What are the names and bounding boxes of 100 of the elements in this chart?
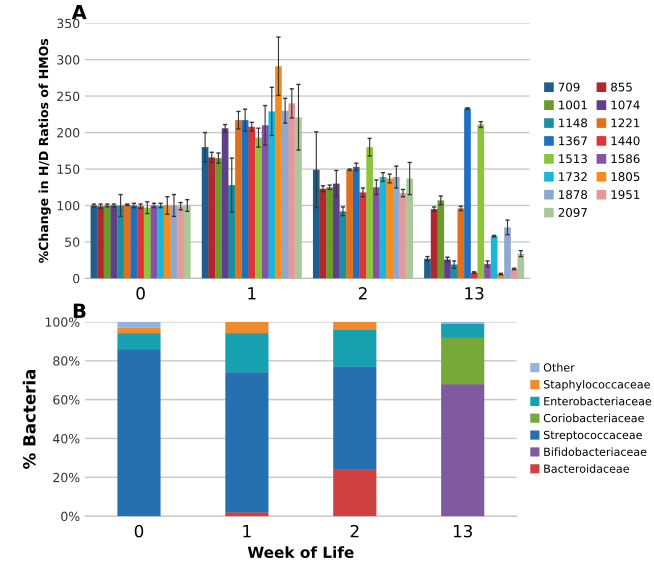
x-tick-label: 0	[136, 287, 145, 300]
bar	[372, 187, 380, 278]
bar	[288, 103, 296, 278]
bar	[225, 322, 268, 334]
bar	[360, 192, 366, 278]
legend-label: Enterobacteriaceae	[544, 396, 652, 406]
bar	[157, 205, 164, 278]
bar	[326, 187, 333, 278]
x-tick-label: 13	[465, 287, 484, 300]
bar	[150, 205, 158, 278]
x-tick-label: 1	[243, 525, 251, 538]
bar	[248, 126, 256, 278]
bar	[424, 258, 431, 278]
legend-label: 709	[558, 82, 580, 92]
bar	[208, 157, 216, 278]
legend-label: 1513	[559, 154, 587, 164]
x-tick-label: 2	[350, 524, 358, 538]
bar	[333, 322, 376, 330]
bar	[242, 120, 248, 278]
legend-label: Other	[544, 363, 575, 372]
y-tick-label: 0	[73, 274, 80, 284]
legend-label: 1732	[559, 172, 587, 182]
bar	[457, 208, 464, 278]
bar	[177, 206, 184, 278]
x-tick-label: 2	[358, 287, 367, 300]
bar	[333, 470, 376, 516]
bar	[235, 120, 242, 278]
bar	[333, 366, 376, 470]
bar	[262, 125, 268, 278]
bar	[124, 204, 131, 278]
legend-label: 1074	[612, 100, 640, 110]
legend-label: Bifidobacteriaceae	[544, 447, 646, 456]
bar	[437, 200, 444, 278]
bar	[320, 188, 326, 278]
legend-label: 2097	[558, 208, 587, 217]
y-tick-label: 100	[58, 200, 80, 210]
y-tick-label: 0%	[61, 512, 80, 522]
bar	[184, 205, 191, 278]
bar	[441, 337, 484, 384]
y-tick-label: 300	[57, 55, 80, 65]
x-tick-label: 13	[454, 524, 472, 538]
bar	[117, 328, 161, 334]
legend-label: 1805	[612, 172, 640, 182]
bar	[518, 254, 524, 278]
bar	[104, 205, 111, 278]
bar	[386, 178, 393, 278]
legend-label: 1221	[612, 118, 640, 128]
y-tick-label: 250	[57, 92, 80, 102]
y-tick-label: 20%	[53, 472, 80, 482]
legend-label: 1148	[559, 118, 588, 128]
y-axis-title: % Bacteria	[22, 370, 36, 469]
bar	[215, 158, 222, 278]
bar	[202, 147, 208, 278]
bar	[312, 170, 320, 278]
bar	[484, 264, 491, 278]
y-axis-title: %Change in H/D Ratios of HMOs	[38, 38, 51, 263]
bar	[406, 178, 413, 278]
bar	[130, 205, 138, 278]
bar	[225, 512, 268, 516]
legend-label: 855	[611, 82, 632, 92]
bar	[255, 138, 262, 278]
bar	[222, 128, 228, 278]
bar	[441, 324, 484, 338]
legend-label: 1951	[612, 190, 640, 200]
legend-label: 1586	[612, 154, 640, 164]
bar	[295, 117, 302, 278]
bar	[504, 227, 511, 278]
y-tick-label: 50	[65, 237, 80, 247]
legend-label: 1367	[559, 136, 587, 146]
x-tick-label: 0	[134, 524, 144, 538]
bar	[430, 209, 438, 278]
bar	[400, 193, 406, 278]
x-tick-label: 1	[248, 287, 256, 300]
bar	[392, 177, 400, 278]
x-axis-title: Week of Life	[248, 546, 354, 558]
bar	[170, 205, 178, 278]
bar	[380, 177, 386, 278]
y-tick-label: 80%	[53, 356, 80, 366]
y-tick-label: 200	[57, 128, 80, 138]
bar	[340, 211, 346, 278]
bar	[444, 259, 451, 278]
bar	[268, 111, 276, 278]
bar	[117, 334, 161, 350]
y-tick-label: 60%	[53, 395, 80, 405]
bar	[117, 205, 124, 278]
y-tick-label: 150	[58, 164, 80, 174]
legend-label: Streptococcaceae	[544, 430, 642, 442]
bar	[117, 349, 161, 516]
bar	[464, 108, 471, 278]
bar	[441, 384, 484, 516]
legend-label: 1440	[612, 136, 640, 146]
bar	[332, 184, 340, 278]
bar	[110, 205, 118, 278]
bar	[137, 206, 144, 278]
bar	[352, 166, 360, 278]
y-tick-label: 350	[57, 18, 80, 28]
bar	[225, 334, 268, 372]
legend-label: 1001	[559, 100, 587, 110]
bar	[346, 170, 353, 278]
bar	[282, 110, 288, 278]
